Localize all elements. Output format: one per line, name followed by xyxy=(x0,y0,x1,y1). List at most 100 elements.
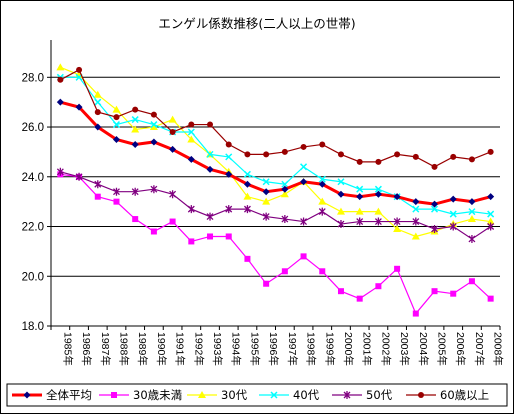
data-point-overall-average xyxy=(187,155,195,163)
data-point-over-60 xyxy=(132,106,139,113)
data-point-fifties xyxy=(169,190,177,199)
x-tick-label: 1996年 xyxy=(267,332,280,366)
data-point-over-60 xyxy=(412,153,419,160)
data-point-thirties xyxy=(131,125,140,133)
data-point-over-60 xyxy=(207,121,214,128)
data-point-over-60 xyxy=(431,163,438,170)
data-point-forties xyxy=(337,178,345,186)
data-point-forties xyxy=(374,185,382,193)
data-point-under-30 xyxy=(337,288,344,295)
x-tick-label: 1998年 xyxy=(305,332,318,366)
data-point-fifties xyxy=(431,225,438,234)
chart-title: エンゲル係数推移(二人以上の世帯) xyxy=(158,16,356,31)
data-point-under-30 xyxy=(281,268,288,275)
data-point-under-30 xyxy=(412,310,419,317)
x-tick-label: 2008年 xyxy=(492,332,505,366)
data-point-under-30 xyxy=(356,295,363,302)
x-tick-label: 2007年 xyxy=(473,332,486,366)
data-point-overall-average xyxy=(206,165,214,173)
data-point-under-30 xyxy=(244,255,251,262)
data-point-fifties xyxy=(412,217,420,226)
data-point-fifties xyxy=(262,212,270,221)
data-point-thirties xyxy=(318,197,327,205)
data-point-fifties xyxy=(187,205,195,214)
data-point-forties xyxy=(356,185,364,193)
data-point-over-60 xyxy=(375,158,382,165)
data-point-fifties xyxy=(468,234,476,243)
x-tick-label: 1990年 xyxy=(155,332,168,366)
data-point-over-60 xyxy=(263,151,270,158)
data-point-forties xyxy=(225,153,233,161)
data-point-thirties xyxy=(112,105,121,113)
data-point-over-60 xyxy=(150,111,157,118)
x-tick-label: 2002年 xyxy=(379,332,392,366)
data-point-forties xyxy=(318,175,326,183)
data-point-fifties xyxy=(487,222,495,231)
data-point-fifties xyxy=(150,185,158,194)
data-point-overall-average xyxy=(393,193,401,201)
data-point-forties xyxy=(187,128,195,136)
data-point-under-30 xyxy=(263,280,270,287)
legend-label-fifties: 50代 xyxy=(366,388,393,402)
legend-label-under-30: 30歳未満 xyxy=(133,388,182,402)
y-tick-label: 18.0 xyxy=(22,321,44,333)
data-point-fifties xyxy=(318,207,326,216)
series-line-fifties xyxy=(60,171,491,240)
data-point-thirties xyxy=(243,192,252,200)
data-point-over-60 xyxy=(244,151,251,158)
x-tick-label: 1999年 xyxy=(323,332,336,366)
data-point-thirties xyxy=(374,207,383,215)
x-tick-label: 1995年 xyxy=(248,332,261,366)
data-point-forties xyxy=(262,178,270,186)
data-point-over-60 xyxy=(169,129,176,136)
data-point-forties xyxy=(112,121,121,129)
data-point-fifties xyxy=(337,220,345,229)
x-tick-label: 1985年 xyxy=(61,332,74,366)
data-point-overall-average xyxy=(169,145,177,153)
data-point-under-30 xyxy=(487,295,494,302)
data-point-under-30 xyxy=(450,290,457,297)
legend-label-thirties: 30代 xyxy=(221,388,248,402)
data-point-forties xyxy=(243,170,251,178)
data-point-overall-average xyxy=(75,103,83,111)
data-point-under-30 xyxy=(188,238,195,245)
data-point-thirties xyxy=(187,135,196,143)
data-point-under-30 xyxy=(207,233,214,240)
data-point-fifties xyxy=(94,180,102,189)
data-point-fifties xyxy=(281,215,289,224)
data-point-overall-average xyxy=(300,178,308,186)
data-point-over-60 xyxy=(113,114,120,121)
data-point-forties xyxy=(487,210,495,218)
x-tick-label: 1986年 xyxy=(80,332,93,366)
data-point-forties xyxy=(412,205,420,213)
data-point-over-60 xyxy=(225,141,232,148)
data-point-under-30 xyxy=(150,228,157,235)
data-point-thirties xyxy=(393,225,402,233)
data-point-under-30 xyxy=(468,278,475,285)
legend-marker-overall-average xyxy=(23,391,31,399)
data-point-overall-average xyxy=(112,135,120,143)
series-line-thirties xyxy=(60,66,491,238)
data-point-thirties xyxy=(262,197,271,205)
legend-marker-fifties xyxy=(343,391,351,399)
legend-label-overall-average: 全体平均 xyxy=(46,388,92,402)
y-tick-label: 26.0 xyxy=(22,122,44,134)
data-point-forties xyxy=(430,205,439,213)
series-line-over-60 xyxy=(60,69,491,168)
data-point-fifties xyxy=(393,217,401,226)
y-tick-label: 24.0 xyxy=(22,172,44,184)
x-tick-label: 1997年 xyxy=(286,332,299,366)
data-point-under-30 xyxy=(431,288,438,295)
x-tick-label: 1987年 xyxy=(99,332,112,366)
data-point-fifties xyxy=(75,172,83,181)
data-point-fifties xyxy=(356,217,364,226)
data-point-over-60 xyxy=(188,121,195,128)
x-tick-label: 2006年 xyxy=(454,332,467,366)
data-point-under-30 xyxy=(113,198,120,205)
data-point-thirties xyxy=(168,115,177,123)
data-point-overall-average xyxy=(243,180,251,188)
legend-marker-over-60 xyxy=(418,392,424,398)
data-point-over-60 xyxy=(94,109,101,116)
data-point-thirties xyxy=(486,217,495,225)
data-point-thirties xyxy=(280,190,289,198)
